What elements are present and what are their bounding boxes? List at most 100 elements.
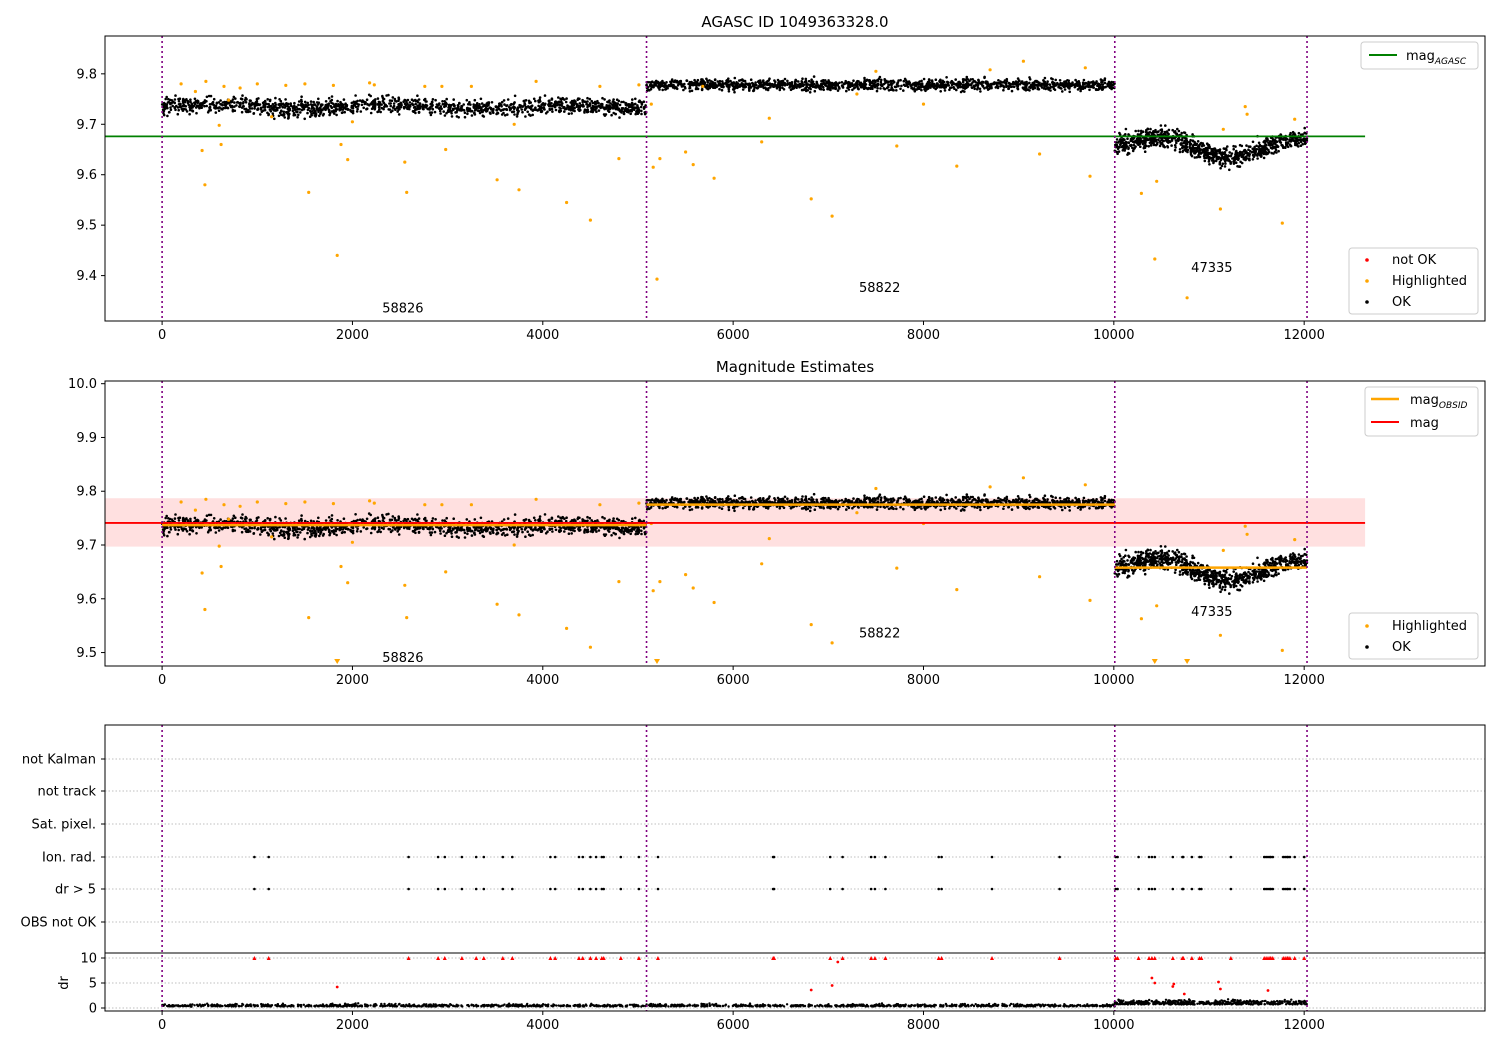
- ok-point: [318, 114, 321, 118]
- ok-point: [244, 101, 248, 104]
- ok-point: [585, 530, 589, 534]
- ok-point: [389, 104, 393, 108]
- ok-point: [498, 102, 502, 105]
- ok-point: [403, 105, 407, 109]
- ok-point: [438, 529, 442, 533]
- ok-point: [1051, 77, 1054, 81]
- ok-point: [956, 86, 960, 89]
- ok-point: [1178, 150, 1182, 154]
- ok-point: [188, 108, 192, 112]
- ok-point: [208, 105, 212, 109]
- ok-point: [696, 78, 700, 82]
- ok-point: [850, 82, 854, 85]
- ok-point: [903, 77, 907, 81]
- ok-point: [1024, 87, 1027, 90]
- ok-point: [223, 103, 226, 107]
- ok-point: [359, 530, 363, 533]
- ok-point: [188, 532, 191, 536]
- ok-point: [417, 531, 421, 534]
- x-tick-label: 0: [158, 328, 166, 343]
- ok-point: [967, 83, 970, 87]
- ok-point: [1241, 155, 1244, 158]
- ok-point: [385, 513, 388, 516]
- ok-point: [754, 81, 757, 84]
- ok-point: [327, 96, 331, 100]
- ok-point: [310, 112, 313, 116]
- ok-point: [822, 88, 825, 92]
- ok-point: [801, 77, 804, 80]
- ok-point: [181, 109, 185, 112]
- ok-point: [766, 83, 769, 87]
- ok-point: [239, 97, 243, 100]
- ok-point: [520, 527, 523, 531]
- ok-point: [648, 89, 651, 92]
- ok-point: [279, 519, 283, 522]
- ok-point: [548, 108, 552, 112]
- ok-point: [289, 102, 293, 105]
- ok-point: [1117, 150, 1121, 153]
- ok-point: [404, 99, 408, 102]
- ok-point: [778, 83, 782, 86]
- ok-point: [289, 104, 293, 108]
- ok-point: [393, 516, 397, 520]
- ok-point: [351, 529, 355, 533]
- highlighted-point: [222, 84, 226, 88]
- ok-point: [1016, 87, 1020, 91]
- ok-point: [684, 86, 687, 90]
- ok-point: [1101, 86, 1104, 90]
- ok-point: [682, 88, 685, 92]
- ok-point: [1007, 85, 1010, 88]
- ok-point: [391, 526, 395, 529]
- ok-point: [603, 98, 606, 101]
- ok-point: [588, 97, 592, 101]
- ok-point: [803, 88, 807, 91]
- ok-point: [272, 105, 276, 108]
- ok-point: [293, 101, 296, 105]
- legend-ok: OK: [1392, 295, 1411, 310]
- ok-point: [423, 517, 426, 521]
- ok-point: [271, 112, 275, 115]
- ok-point: [300, 95, 303, 98]
- ok-point: [797, 80, 800, 83]
- ok-point: [876, 79, 880, 82]
- ok-point: [408, 101, 412, 104]
- ok-point: [791, 87, 794, 90]
- ok-point: [255, 102, 259, 106]
- highlighted-point: [270, 115, 274, 119]
- ok-point: [413, 517, 417, 521]
- ok-point: [1228, 168, 1231, 172]
- ok-point: [1284, 141, 1288, 144]
- ok-point: [567, 112, 571, 115]
- ok-point: [563, 110, 566, 113]
- ok-point: [594, 108, 597, 112]
- ok-point: [291, 529, 295, 532]
- ok-point: [417, 517, 421, 520]
- ok-point: [429, 113, 433, 117]
- ok-point: [390, 99, 394, 102]
- ok-point: [534, 106, 537, 109]
- highlighted-point: [284, 83, 288, 87]
- ok-point: [617, 99, 621, 103]
- ok-point: [171, 100, 175, 103]
- ok-point: [317, 516, 320, 520]
- ok-point: [199, 102, 202, 105]
- ok-point: [879, 84, 883, 87]
- ok-point: [378, 101, 382, 104]
- ok-point: [809, 84, 812, 87]
- ok-point: [868, 80, 871, 83]
- ok-point: [1129, 138, 1133, 142]
- ok-point: [344, 104, 348, 108]
- ok-point: [1215, 152, 1218, 156]
- ok-point: [1166, 131, 1169, 134]
- ok-point: [284, 517, 287, 520]
- ok-point: [1139, 145, 1142, 148]
- ok-point: [1199, 148, 1203, 151]
- ok-point: [569, 105, 572, 108]
- ok-point: [1209, 152, 1213, 156]
- ok-point: [813, 85, 817, 89]
- ok-point: [480, 102, 484, 105]
- ok-point: [259, 106, 263, 110]
- ok-point: [1002, 85, 1006, 88]
- ok-point: [231, 517, 235, 520]
- ok-point: [358, 518, 362, 521]
